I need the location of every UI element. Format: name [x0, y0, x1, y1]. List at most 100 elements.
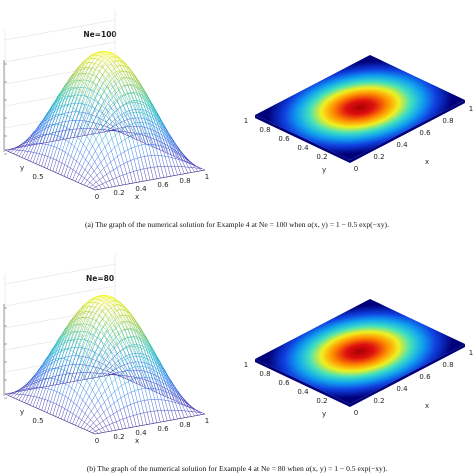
- mesh-line: [140, 327, 144, 333]
- mesh-line: [134, 100, 139, 110]
- mesh-line: [32, 397, 37, 407]
- mesh-line: [90, 298, 94, 301]
- x-tick-label: 0: [354, 409, 358, 417]
- mesh-line: [141, 96, 145, 100]
- mesh-line: [172, 387, 176, 391]
- mesh-line: [149, 120, 154, 131]
- mesh-line: [63, 97, 68, 100]
- mesh-line: [88, 407, 92, 412]
- mesh-line: [83, 365, 87, 373]
- mesh-line: [83, 372, 88, 380]
- mesh-line: [95, 64, 99, 70]
- mesh-line: [110, 128, 114, 130]
- mesh-line: [103, 98, 108, 104]
- mesh-line: [77, 380, 81, 382]
- mesh-line: [187, 403, 191, 406]
- mesh-line: [150, 411, 154, 424]
- mesh-line: [165, 391, 169, 401]
- mesh-line: [184, 401, 188, 404]
- mesh-line: [76, 90, 81, 99]
- mesh-line: [80, 135, 85, 137]
- mesh-line: [108, 374, 113, 383]
- mesh-line: [89, 182, 93, 185]
- mesh-line: [172, 389, 177, 393]
- mesh-line: [139, 337, 143, 340]
- mesh-line: [141, 361, 145, 363]
- mesh-line: [83, 380, 88, 389]
- mesh-line: [128, 315, 133, 318]
- mesh-line: [173, 393, 178, 402]
- mesh-line: [92, 360, 97, 367]
- x-tick-label: 0.2: [373, 397, 384, 405]
- x-axis-label: x: [135, 437, 139, 445]
- mesh-line: [15, 391, 19, 393]
- mesh-line: [102, 119, 107, 123]
- mesh-line: [97, 410, 101, 416]
- mesh-line: [60, 370, 65, 381]
- mesh-line: [24, 402, 28, 405]
- mesh-line: [98, 304, 102, 309]
- grid-line: [4, 263, 116, 285]
- mesh-line: [125, 94, 130, 103]
- mesh-line: [77, 137, 81, 141]
- y-tick-label: 0.4: [297, 144, 309, 152]
- mesh-line: [87, 89, 91, 97]
- mesh-line: [4, 149, 8, 152]
- mesh-line: [75, 415, 79, 419]
- mesh-line: [84, 62, 89, 65]
- mesh-line: [106, 54, 110, 56]
- mesh-line: [107, 99, 111, 104]
- mesh-line: [95, 346, 99, 353]
- mesh-line: [119, 420, 123, 430]
- mesh-line: [122, 127, 126, 133]
- mesh-line: [48, 388, 52, 390]
- mesh-line: [58, 124, 61, 126]
- mesh-line: [81, 339, 85, 348]
- mesh-line: [70, 381, 74, 383]
- mesh-line: [65, 139, 69, 143]
- mesh-line: [82, 73, 87, 80]
- mesh-line: [86, 136, 90, 142]
- mesh-line: [127, 404, 131, 407]
- mesh-line: [172, 150, 176, 159]
- mesh-line: [122, 370, 126, 372]
- mesh-line: [27, 380, 32, 384]
- mesh-line: [42, 378, 46, 388]
- mesh-line: [88, 54, 93, 59]
- mesh-line: [50, 108, 55, 118]
- mesh-line: [45, 378, 50, 389]
- mesh-line: [86, 430, 90, 432]
- mesh-line: [79, 407, 83, 411]
- mesh-line: [21, 157, 25, 160]
- mesh-line: [150, 360, 154, 370]
- mesh-line: [154, 116, 159, 126]
- mesh-line: [51, 134, 55, 136]
- mesh-line: [74, 70, 79, 74]
- mesh-line: [150, 116, 154, 126]
- mesh-line: [133, 328, 136, 331]
- mesh-line: [118, 314, 123, 322]
- mesh-line: [24, 385, 29, 388]
- mesh-line: [98, 323, 103, 330]
- mesh-line: [85, 159, 89, 164]
- mesh-line: [106, 165, 111, 173]
- mesh-line: [121, 373, 126, 384]
- mesh-line: [67, 103, 72, 105]
- mesh-line: [69, 117, 73, 120]
- mesh-line: [59, 366, 63, 376]
- mesh-line: [11, 147, 16, 150]
- mesh-line: [84, 317, 88, 320]
- mesh-line: [91, 96, 96, 104]
- mesh-line: [152, 369, 157, 372]
- mesh-line: [115, 314, 120, 317]
- mesh-line: [92, 67, 96, 70]
- mesh-line: [140, 329, 144, 334]
- mesh-line: [132, 182, 137, 184]
- mesh-line: [110, 99, 115, 105]
- mesh-line: [76, 396, 81, 406]
- mesh-line: [90, 377, 95, 379]
- mesh-line: [144, 118, 147, 120]
- y-tick-label: 0.5: [32, 173, 43, 181]
- mesh-line: [36, 379, 41, 388]
- mesh-line: [127, 65, 131, 70]
